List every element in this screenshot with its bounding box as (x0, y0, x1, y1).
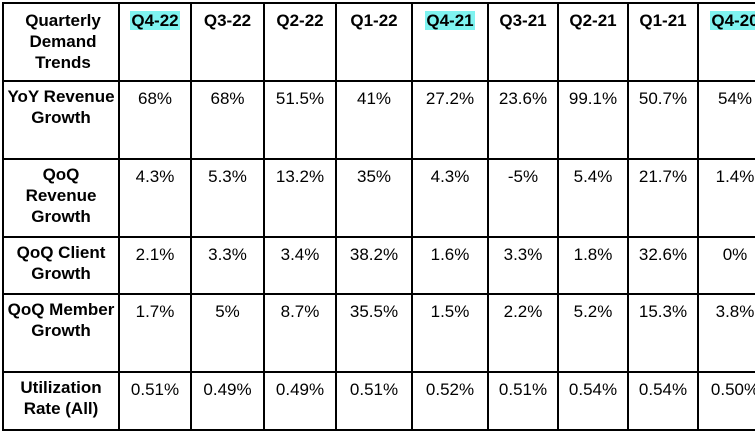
table-cell: 21.7% (627, 158, 699, 238)
column-header-label: Q4-22 (130, 11, 180, 30)
table-row: QoQ Client Growth 2.1% 3.3% 3.4% 38.2% 1… (2, 236, 755, 295)
quarterly-demand-trends-table: Quarterly Demand Trends Q4-22 Q3-22 Q2-2… (2, 2, 755, 431)
table-cell: -5% (487, 158, 559, 238)
column-header-label: Q3-21 (499, 11, 547, 30)
table-row: YoY Revenue Growth 68% 68% 51.5% 41% 27.… (2, 80, 755, 160)
table-cell: 3.3% (487, 236, 559, 295)
corner-label: Quarterly Demand Trends (2, 2, 120, 82)
table-cell: 8.7% (263, 293, 337, 373)
table-cell: 4.3% (118, 158, 192, 238)
table-cell: 68% (190, 80, 265, 160)
table-cell: 1.6% (411, 236, 489, 295)
table-cell: 0.49% (190, 371, 265, 431)
table-cell: 0.51% (118, 371, 192, 431)
table-cell: 0.51% (335, 371, 413, 431)
column-header-label: Q1-22 (350, 11, 398, 30)
table-cell: 1.5% (411, 293, 489, 373)
column-header: Q3-22 (190, 2, 265, 82)
table-cell: 3.8% (697, 293, 755, 373)
column-header: Q4-21 (411, 2, 489, 82)
table-cell: 2.1% (118, 236, 192, 295)
table-cell: 0% (697, 236, 755, 295)
table-cell: 0.50% (697, 371, 755, 431)
column-header-label: Q2-21 (569, 11, 617, 30)
row-label: YoY Revenue Growth (2, 80, 120, 160)
table-cell: 35.5% (335, 293, 413, 373)
column-header: Q4-22 (118, 2, 192, 82)
table-cell: 68% (118, 80, 192, 160)
table-cell: 1.7% (118, 293, 192, 373)
table-cell: 13.2% (263, 158, 337, 238)
column-header: Q2-22 (263, 2, 337, 82)
table-cell: 0.54% (627, 371, 699, 431)
table-cell: 1.8% (557, 236, 629, 295)
column-header-label: Q1-21 (639, 11, 687, 30)
column-header-label: Q4-20 (710, 11, 755, 30)
row-label: QoQ Client Growth (2, 236, 120, 295)
column-header-label: Q3-22 (203, 11, 252, 30)
table-cell: 2.2% (487, 293, 559, 373)
table-cell: 1.4% (697, 158, 755, 238)
table-cell: 32.6% (627, 236, 699, 295)
table-cell: 5% (190, 293, 265, 373)
table-cell: 0.52% (411, 371, 489, 431)
table-cell: 23.6% (487, 80, 559, 160)
table-cell: 5.4% (557, 158, 629, 238)
row-label: Utilization Rate (All) (2, 371, 120, 431)
column-header: Q4-20 (697, 2, 755, 82)
table-cell: 50.7% (627, 80, 699, 160)
table-row: QoQ Revenue Growth 4.3% 5.3% 13.2% 35% 4… (2, 158, 755, 238)
column-header: Q3-21 (487, 2, 559, 82)
header-row: Quarterly Demand Trends Q4-22 Q3-22 Q2-2… (2, 2, 755, 82)
table-cell: 0.54% (557, 371, 629, 431)
column-header: Q1-22 (335, 2, 413, 82)
table-cell: 51.5% (263, 80, 337, 160)
column-header: Q1-21 (627, 2, 699, 82)
table-cell: 4.3% (411, 158, 489, 238)
table-cell: 38.2% (335, 236, 413, 295)
column-header-label: Q2-22 (276, 11, 324, 30)
table-cell: 3.4% (263, 236, 337, 295)
table-row: Utilization Rate (All) 0.51% 0.49% 0.49%… (2, 371, 755, 431)
table-cell: 5.2% (557, 293, 629, 373)
table-cell: 0.51% (487, 371, 559, 431)
table-cell: 35% (335, 158, 413, 238)
table-cell: 15.3% (627, 293, 699, 373)
table-cell: 41% (335, 80, 413, 160)
table-cell: 27.2% (411, 80, 489, 160)
table-cell: 99.1% (557, 80, 629, 160)
table-cell: 54% (697, 80, 755, 160)
table-cell: 0.49% (263, 371, 337, 431)
row-label: QoQ Member Growth (2, 293, 120, 373)
column-header-label: Q4-21 (425, 11, 475, 30)
row-label: QoQ Revenue Growth (2, 158, 120, 238)
column-header: Q2-21 (557, 2, 629, 82)
table-cell: 5.3% (190, 158, 265, 238)
table-cell: 3.3% (190, 236, 265, 295)
table-row: QoQ Member Growth 1.7% 5% 8.7% 35.5% 1.5… (2, 293, 755, 373)
